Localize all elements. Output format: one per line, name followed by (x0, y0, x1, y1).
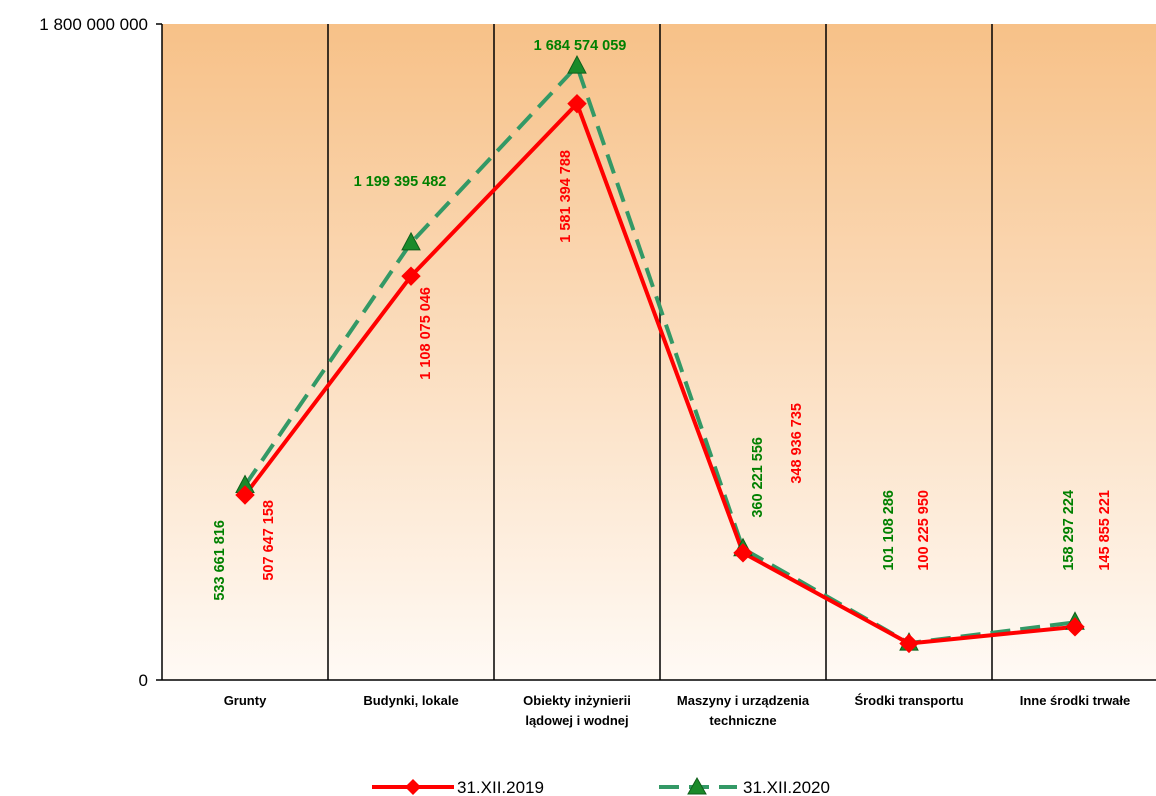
legend-marker-diamond (405, 779, 421, 795)
x-category-label-line: Grunty (224, 693, 267, 708)
data-label: 360 221 556 (750, 437, 766, 518)
data-label: 348 936 735 (789, 403, 805, 484)
data-label: 507 647 158 (261, 500, 277, 581)
x-axis-labels: Grunty Budynki, lokale Obiekty inżynierii l… (224, 693, 1131, 728)
x-category-label: Maszyny i urządzenia techniczne (677, 693, 810, 728)
data-label: 158 297 224 (1061, 490, 1077, 571)
series-lines (243, 64, 1076, 646)
legend-label: 31.XII.2019 (457, 778, 544, 796)
y-tick-label: 0 (139, 671, 148, 690)
x-category-label-line: Obiekty inżynierii (523, 693, 631, 708)
x-category-label-line: Inne środki trwałe (1020, 693, 1131, 708)
x-category-label: Obiekty inżynierii lądowej i wodnej (523, 693, 631, 728)
x-category-label-line: lądowej i wodnej (525, 713, 628, 728)
legend-label: 31.XII.2020 (743, 778, 830, 796)
data-label: 1 108 075 046 (418, 287, 434, 380)
category-separators (327, 24, 993, 680)
x-category-label-line: Budynki, lokale (363, 693, 458, 708)
data-label: 1 581 394 788 (558, 150, 574, 243)
data-label: 101 108 286 (881, 490, 897, 571)
data-label: 1 199 395 482 (354, 174, 447, 190)
legend-marker-triangle (687, 776, 707, 795)
series-markers (235, 54, 1085, 654)
data-point-marker (401, 266, 421, 286)
x-category-label-line: Maszyny i urządzenia (677, 693, 810, 708)
data-point-marker (733, 543, 753, 563)
plot-area (162, 24, 1156, 680)
data-label: 1 684 574 059 (534, 38, 627, 54)
y-tick-label: 1 800 000 000 (39, 15, 148, 34)
x-category-label: Budynki, lokale (363, 693, 458, 708)
data-label: 100 225 950 (916, 490, 932, 571)
x-category-label: Inne środki trwałe (1020, 693, 1131, 708)
series-line-31.XII.2019 (243, 101, 1076, 646)
x-category-label: Grunty (224, 693, 267, 708)
data-point-marker (235, 485, 255, 505)
data-label: 145 855 221 (1097, 490, 1113, 571)
x-category-label: Środki transportu (854, 693, 963, 708)
y-axis-ticks: 0 1 800 000 000 (39, 15, 162, 690)
legend: 31.XII.2019 31.XII.2020 (372, 776, 830, 796)
data-point-marker (567, 54, 587, 74)
x-category-label-line: Środki transportu (854, 693, 963, 708)
data-point-marker (567, 93, 587, 114)
data-labels: 533 661 816 507 647 158 1 199 395 482 1 108… (212, 38, 1113, 601)
data-point-marker (1065, 617, 1085, 637)
data-point-marker (899, 633, 919, 654)
data-point-marker (401, 231, 421, 251)
x-category-label-line: techniczne (709, 713, 776, 728)
data-label: 533 661 816 (212, 520, 228, 601)
